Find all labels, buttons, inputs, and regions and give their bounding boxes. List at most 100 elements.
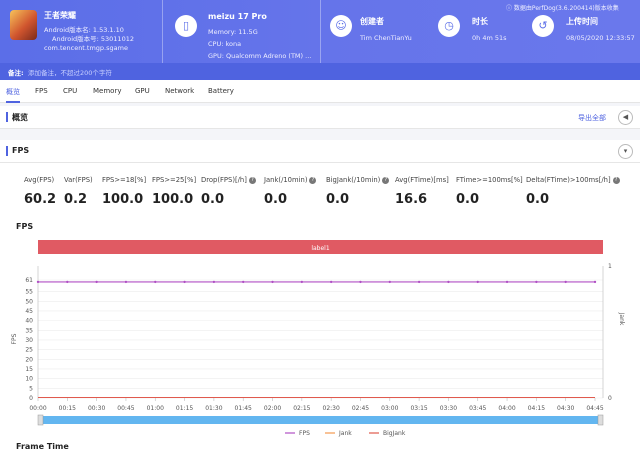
x-tick-label: 02:30 [323,405,340,412]
x-tick-label: 00:30 [88,405,105,412]
fps-point [476,280,479,284]
tab-overview[interactable]: 概览 [6,87,20,103]
fps-chart: label1 0 5 10 15 20 25 30 35 40 45 50 55 61 0 1 FPS Jank 0… [11,240,625,437]
y2-tick-label: 1 [608,263,612,270]
y-axis-label: FPS [11,333,18,344]
duration-label: 时长 [472,17,488,26]
metric-value: 100.0 [102,192,144,207]
device-cpu: CPU: kona [208,40,242,48]
history-icon: ↺ [532,15,554,37]
fps-point [66,280,69,284]
y-tick-label: 45 [25,308,33,315]
overview-bar: 概览 导出全部 ◀ [0,106,640,129]
y-tick-label: 10 [25,376,33,383]
x-tick-label: 03:00 [381,405,398,412]
y-tick-label: 61 [25,277,33,284]
tab-bar: 概览 FPS CPU Memory GPU Network Battery [0,80,640,103]
metric-1: Var(FPS) 0.2 [64,176,93,207]
x-tick-label: 01:15 [176,405,193,412]
y-tick-label: 0 [29,395,33,402]
report-header: 王者荣耀 Android版本名: 1.53.1.10 Android版本号: 5… [0,0,640,63]
fps-point [447,280,450,284]
metric-value: 0.0 [526,192,550,207]
fps-point [593,280,597,284]
x-tick-label: 00:15 [59,405,76,412]
help-icon[interactable]: ? [382,176,390,184]
x-tick-label: 03:15 [410,405,427,412]
tab-memory[interactable]: Memory [93,87,122,95]
package-name: com.tencent.tmgp.sgame [44,44,128,52]
frame-time-title: Frame Time [16,442,69,451]
metric-value: 0.0 [264,192,288,207]
tab-network[interactable]: Network [165,87,195,95]
x-tick-label: 01:00 [147,405,164,412]
x-tick-label: 04:45 [586,405,603,412]
range-scrollbar [38,416,603,424]
metric-value: 100.0 [152,192,194,207]
metric-value: 16.6 [395,192,428,207]
range-handle-left [37,414,44,426]
x-tick-label: 01:45 [235,405,252,412]
overview-title: 概览 [12,113,28,122]
fps-point [271,280,274,284]
x-tick-label: 00:00 [29,405,46,412]
metric-label: Drop(FPS)[/h]? [201,176,256,184]
fps-point [359,280,362,284]
tab-fps[interactable]: FPS [35,87,48,95]
tab-cpu[interactable]: CPU [63,87,78,95]
app-name: 王者荣耀 [44,11,76,20]
y-tick-label: 25 [25,347,33,354]
metric-9: Delta(FTime)>100ms[/h]? 0.0 [526,176,620,207]
fps-point [212,280,216,284]
metric-5: Jank(/10min)? 0.0 [264,176,317,207]
export-all-link[interactable]: 导出全部 [578,114,606,122]
metric-label: Avg(FPS) [24,176,55,184]
legend-label: FPS [299,430,310,437]
fps-point [183,280,186,284]
metric-value: 0.0 [456,192,480,207]
x-tick-label: 02:45 [352,405,369,412]
phone-icon: ▯ [175,15,197,37]
fps-point [36,280,40,284]
tab-battery[interactable]: Battery [208,87,234,95]
chevron-down-icon[interactable]: ▾ [618,144,633,159]
y-tick-label: 50 [25,298,33,305]
metric-label: FTime>=100ms[%] [456,176,523,184]
fps-point [154,280,157,284]
tab-gpu[interactable]: GPU [135,87,150,95]
collapse-left-icon[interactable]: ◀ [618,110,633,125]
fps-point [242,280,245,284]
note-input[interactable]: 添加备注，不超过200个字符 [28,69,112,77]
data-source-note: ⓘ 数据由PerfDog(3.6.200414)版本收集 [506,5,619,12]
android-version-name: Android版本名: 1.53.1.10 [44,26,124,34]
fps-section-title: FPS [12,146,30,155]
clock-icon: ◷ [438,15,460,37]
fps-point [535,280,538,284]
metric-value: 0.0 [201,192,225,207]
fps-point [564,280,567,284]
fps-section-bar: FPS ▾ [0,140,640,163]
y-tick-label: 30 [25,337,33,344]
metric-label: Delta(FTime)>100ms[/h]? [526,176,620,184]
label-band-text: label1 [311,245,330,252]
y2-tick-label: 0 [608,395,612,402]
data-source-text: 数据由PerfDog(3.6.200414)版本收集 [513,5,619,12]
fps-point [417,280,421,284]
legend-label: Jank [338,430,352,437]
help-icon[interactable]: ? [309,176,317,184]
metric-8: FTime>=100ms[%] 0.0 [456,176,523,207]
x-tick-label: 04:15 [528,405,545,412]
device-name: meizu 17 Pro [208,12,267,21]
upload-value: 08/05/2020 12:33:57 [566,34,635,42]
y-tick-label: 55 [25,289,33,296]
y-tick-label: 40 [25,318,33,325]
help-icon[interactable]: ? [248,176,256,184]
metric-3: FPS>=25[%] 100.0 [152,176,196,207]
metric-label: FPS>=18[%] [102,176,147,184]
metric-2: FPS>=18[%] 100.0 [102,176,146,207]
note-label: 备注: [8,69,24,77]
upload-label: 上传时间 [566,17,598,26]
y2-axis-label: Jank [618,312,625,326]
help-icon[interactable]: ? [612,176,620,184]
metric-label: Var(FPS) [64,176,93,184]
